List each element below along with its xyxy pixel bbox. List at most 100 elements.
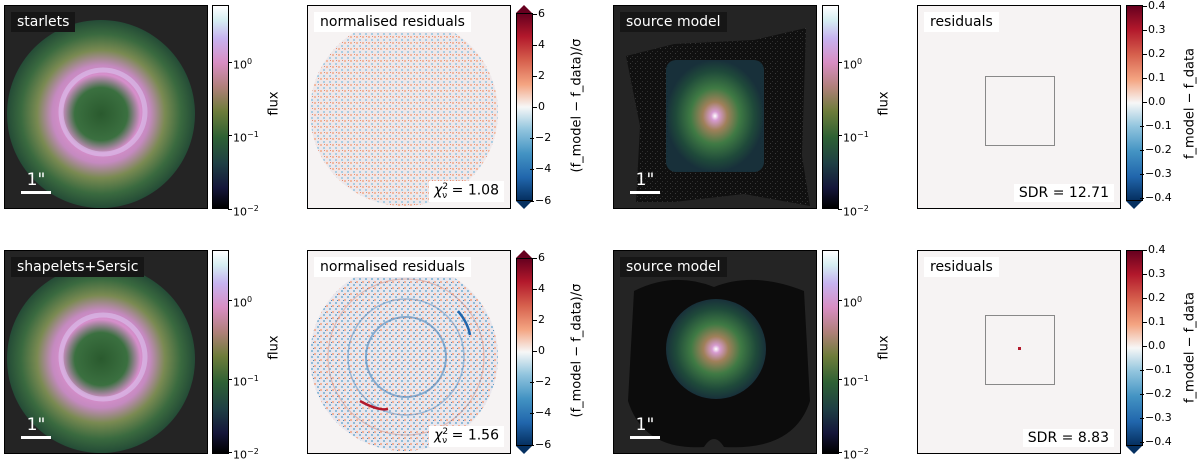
scale-bar-line bbox=[21, 191, 51, 194]
flux-colorbar-label: flux bbox=[266, 91, 282, 116]
colorbar-extend-top bbox=[516, 250, 532, 258]
residuals-colorbar bbox=[1126, 250, 1143, 446]
flux-tick: 10−2 bbox=[228, 204, 259, 219]
scale-bar: 1" bbox=[630, 415, 660, 439]
norm-resid-tick: 6 bbox=[533, 7, 545, 20]
norm-resid-tick: −4 bbox=[529, 406, 552, 419]
scale-bar-line bbox=[21, 436, 51, 439]
normalised-residuals-label: normalised residuals bbox=[314, 12, 471, 32]
source-model-panel: source model 1" bbox=[613, 5, 817, 209]
scale-bar-line bbox=[630, 436, 660, 439]
flux-colorbar-label: flux bbox=[266, 335, 282, 360]
resid-tick: 0.2 bbox=[1143, 291, 1166, 304]
resid-colorbar-label: f_model − f_data bbox=[1182, 291, 1198, 404]
flux-tick: 10−1 bbox=[838, 374, 869, 389]
resid-tick: −0.3 bbox=[1140, 167, 1172, 180]
norm-resid-tick: 2 bbox=[533, 313, 545, 326]
resid-colorbar-label: f_model − f_data bbox=[1182, 47, 1198, 160]
norm-resid-tick: 2 bbox=[533, 69, 545, 82]
scale-bar: 1" bbox=[21, 170, 51, 194]
reduced-chi2: χ2ν = 1.08 bbox=[429, 180, 504, 202]
scale-bar-label: 1" bbox=[635, 415, 655, 435]
colorbar-extend-bottom bbox=[1126, 446, 1142, 454]
flux-colorbar-label: flux bbox=[876, 335, 892, 360]
resid-tick: −0.2 bbox=[1140, 143, 1172, 156]
flux-tick: 10−2 bbox=[838, 447, 869, 462]
flux-colorbar bbox=[822, 5, 839, 209]
residual-peak bbox=[1018, 347, 1021, 350]
colorbar-extend-bottom bbox=[516, 201, 532, 209]
norm-resid-tick: 4 bbox=[533, 38, 545, 51]
lens-model-label: shapelets+Sersic bbox=[11, 257, 145, 277]
source-residuals-label: residuals bbox=[924, 12, 999, 32]
scale-bar-label: 1" bbox=[26, 170, 46, 190]
flux-colorbar bbox=[212, 250, 229, 454]
sdr-value: SDR = 8.83 bbox=[1022, 429, 1114, 447]
resid-tick: 0.4 bbox=[1143, 243, 1166, 256]
source-residuals-panel: residuals SDR = 8.83 bbox=[917, 250, 1121, 454]
flux-tick: 100 bbox=[837, 295, 863, 310]
flux-tick: 100 bbox=[227, 295, 253, 310]
lens-model-label: starlets bbox=[11, 12, 76, 32]
norm-resid-colorbar-label: (f_model − f_data)/σ bbox=[569, 38, 585, 173]
normalised-residuals-panel: normalised residuals χ2ν = 1.56 bbox=[307, 250, 511, 454]
flux-tick: 10−1 bbox=[228, 130, 259, 145]
normalised-residuals-image bbox=[310, 263, 498, 451]
source-model-label: source model bbox=[620, 12, 727, 32]
resid-tick: 0.1 bbox=[1143, 315, 1166, 328]
norm-residuals-colorbar bbox=[516, 258, 533, 446]
resid-tick: 0.3 bbox=[1143, 267, 1166, 280]
scale-bar-label: 1" bbox=[26, 415, 46, 435]
normalised-residuals-panel: normalised residuals χ2ν = 1.08 bbox=[307, 5, 511, 209]
norm-resid-tick: 0 bbox=[533, 100, 545, 113]
source-model-image bbox=[628, 279, 810, 448]
colorbar-extend-bottom bbox=[516, 446, 532, 454]
zoom-box bbox=[985, 76, 1055, 146]
source-model-panel: source model 1" bbox=[613, 250, 817, 454]
source-residuals-label: residuals bbox=[924, 257, 999, 277]
norm-resid-tick: −2 bbox=[529, 375, 552, 388]
norm-resid-tick: −4 bbox=[529, 162, 552, 175]
norm-residuals-colorbar bbox=[516, 13, 533, 201]
colorbar-extend-bottom bbox=[1126, 201, 1142, 209]
flux-colorbar-label: flux bbox=[876, 91, 892, 116]
flux-colorbar bbox=[212, 5, 229, 209]
resid-tick: 0.0 bbox=[1143, 95, 1166, 108]
flux-tick: 10−1 bbox=[838, 130, 869, 145]
flux-tick: 10−2 bbox=[838, 204, 869, 219]
norm-resid-tick: −6 bbox=[529, 438, 552, 451]
resid-tick: −0.4 bbox=[1140, 191, 1172, 204]
lens-model-image bbox=[7, 265, 195, 453]
resid-tick: 0.0 bbox=[1143, 339, 1166, 352]
scale-bar-line bbox=[630, 191, 660, 194]
flux-tick: 100 bbox=[227, 57, 253, 72]
norm-resid-colorbar-label: (f_model − f_data)/σ bbox=[569, 283, 585, 418]
resid-tick: 0.1 bbox=[1143, 71, 1166, 84]
flux-tick: 100 bbox=[837, 57, 863, 72]
norm-resid-tick: −6 bbox=[529, 194, 552, 207]
norm-resid-tick: 6 bbox=[533, 251, 545, 264]
norm-resid-tick: 4 bbox=[533, 282, 545, 295]
norm-resid-tick: −2 bbox=[529, 131, 552, 144]
residuals-colorbar bbox=[1126, 5, 1143, 201]
source-model-image bbox=[626, 28, 810, 206]
colorbar-extend-top bbox=[516, 5, 532, 13]
reduced-chi2: χ2ν = 1.56 bbox=[429, 425, 504, 447]
resid-tick: −0.1 bbox=[1140, 119, 1172, 132]
resid-tick: −0.3 bbox=[1140, 411, 1172, 424]
resid-tick: 0.4 bbox=[1143, 0, 1166, 12]
normalised-residuals-image bbox=[310, 18, 498, 206]
resid-tick: −0.1 bbox=[1140, 363, 1172, 376]
flux-tick: 10−1 bbox=[228, 374, 259, 389]
source-residuals-panel: residuals SDR = 12.71 bbox=[917, 5, 1121, 209]
zoom-box bbox=[985, 315, 1055, 385]
flux-colorbar bbox=[822, 250, 839, 454]
scale-bar: 1" bbox=[630, 170, 660, 194]
source-model-label: source model bbox=[620, 257, 727, 277]
sdr-value: SDR = 12.71 bbox=[1013, 184, 1114, 202]
scale-bar-label: 1" bbox=[635, 170, 655, 190]
resid-tick: −0.4 bbox=[1140, 435, 1172, 448]
resid-tick: 0.3 bbox=[1143, 23, 1166, 36]
scale-bar: 1" bbox=[21, 415, 51, 439]
lens-model-panel: shapelets+Sersic 1" bbox=[4, 250, 208, 454]
